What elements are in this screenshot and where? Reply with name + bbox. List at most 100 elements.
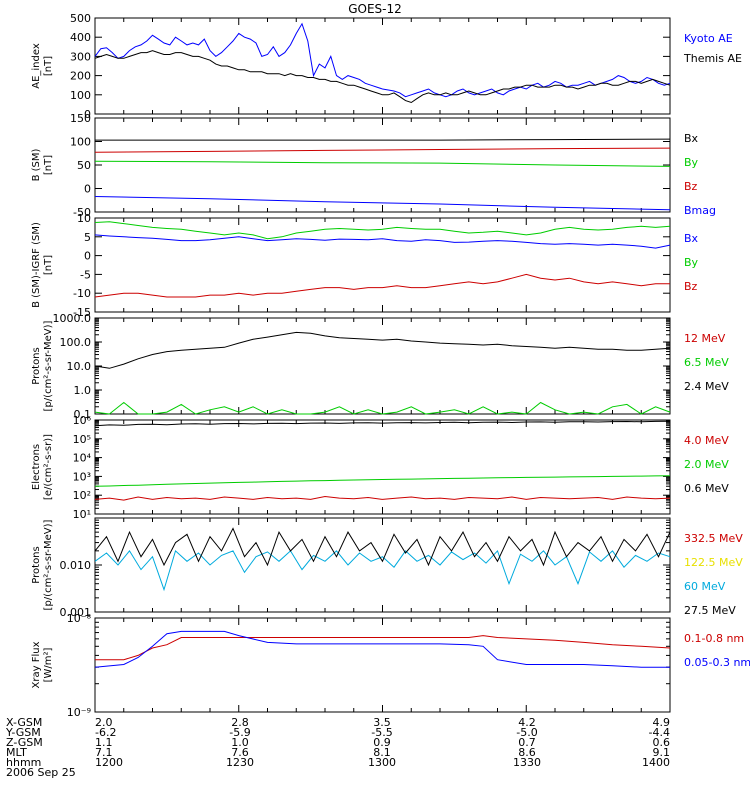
y-axis-label-line: AE_index (31, 43, 42, 89)
orbit-value: 8.1 (373, 746, 391, 759)
orbit-value: 1300 (368, 756, 396, 769)
legend-label: Bx (684, 132, 699, 145)
series-line-0-1-0-8-nm (95, 635, 671, 661)
y-tick-label: 10³ (73, 470, 91, 483)
series-line-27-5-mev (94, 527, 671, 567)
y-tick-label: 0 (84, 183, 91, 196)
orbit-row-label: X-GSM (6, 716, 42, 729)
legend-label: 2.0 MeV (684, 458, 729, 471)
series-line-2-0-mev (94, 475, 671, 487)
y-tick-label: 0.1 (74, 408, 92, 421)
legend-label: 0.05-0.3 nm (684, 656, 750, 669)
legend-label: 332.5 MeV (684, 532, 743, 545)
series-line-6-5-mev (94, 401, 671, 415)
series-line-4-0-mev (94, 495, 671, 501)
legend-label: 60 MeV (684, 580, 726, 593)
series-line-bx (94, 234, 671, 249)
y-tick-label: 10 (77, 212, 91, 225)
y-tick-label: 0.001 (60, 606, 92, 619)
y-axis-label-line: B (SM)-IGRF (SM) (31, 222, 42, 308)
legend-label: Bz (684, 280, 698, 293)
y-tick-label: 400 (70, 31, 91, 44)
panel-xray: 10⁻⁹ 10⁻⁸ Xray Flux[W/m²] 0.1-0.8 nm 0.05-0.… (31, 612, 750, 719)
orbit-value: 0.7 (518, 736, 536, 749)
orbit-value: 1330 (513, 756, 541, 769)
orbit-row-label: MLT (6, 746, 27, 759)
y-tick-label: 1000.0 (53, 312, 92, 325)
orbit-value: 0.6 (653, 736, 671, 749)
y-tick-label: -5 (80, 268, 91, 281)
orbit-value: -5.0 (516, 726, 537, 739)
legend-label: 6.5 MeV (684, 356, 729, 369)
y-tick-label: 10¹ (73, 508, 91, 521)
orbit-value: 8.6 (518, 746, 536, 759)
y-axis-label: Protons[p/(cm²-s-sr-MeV)] (31, 320, 54, 411)
y-tick-label: 10⁻⁸ (67, 612, 92, 625)
y-axis-label-line: [p/(cm²-s-sr-MeV)] (43, 519, 54, 610)
y-tick-label: 10.0 (67, 360, 92, 373)
legend-label: 0.1-0.8 nm (684, 632, 744, 645)
legend-label: 0.6 MeV (684, 482, 729, 495)
legend-label: Bx (684, 232, 699, 245)
orbit-value: 1230 (226, 756, 254, 769)
y-tick-label: 10⁵ (73, 433, 91, 446)
orbit-row-label: Y-GSM (5, 726, 41, 739)
orbit-value: -4.4 (649, 726, 670, 739)
y-tick-label: 100 (70, 89, 91, 102)
series-line-themis-ae (94, 50, 671, 104)
y-tick-label: 50 (77, 159, 91, 172)
orbit-row-label: 2006 Sep 25 (6, 766, 76, 779)
y-tick-label: 10⁶ (73, 414, 92, 427)
y-tick-label: 1.0 (74, 384, 92, 397)
y-tick-label: 10⁻⁹ (67, 706, 91, 719)
y-axis-label-line: [p/(cm²-s-sr-MeV)] (43, 320, 54, 411)
y-tick-label: 0.010 (60, 559, 92, 572)
orbit-value: 0.9 (373, 736, 391, 749)
panel-frame (94, 517, 671, 613)
legend-label: Kyoto AE (684, 32, 733, 45)
orbit-value: 9.1 (653, 746, 671, 759)
y-tick-label: 100.0 (60, 336, 92, 349)
y-axis-label: Electrons[e/(cm²-s-sr)] (31, 434, 54, 500)
orbit-row-label: Z-GSM (6, 736, 43, 749)
orbit-row-label: hhmm (6, 756, 41, 769)
legend-label: 27.5 MeV (684, 604, 736, 617)
series-line-0-05-0-3-nm (94, 630, 670, 668)
y-tick-label: 10² (73, 489, 91, 502)
orbit-value: 4.9 (653, 716, 671, 729)
panel-frame (94, 317, 671, 415)
legend-label: By (684, 256, 699, 269)
orbit-value: 2.8 (231, 716, 249, 729)
panel-ae: 0 100 200 300 400 500 AE_index[nT] Kyoto AE Them… (31, 12, 742, 121)
y-axis-label-line: Electrons (31, 444, 42, 490)
series-line-2-4-mev (94, 331, 671, 369)
y-tick-label: 10⁴ (73, 452, 92, 465)
y-tick-label: -10 (73, 287, 91, 300)
legend-label: Themis AE (683, 52, 742, 65)
legend-label: Bz (684, 180, 698, 193)
legend-label: By (684, 156, 699, 169)
panel-frame (94, 17, 671, 115)
orbit-value: 7.1 (95, 746, 113, 759)
y-axis-label-line: [nT] (43, 255, 54, 275)
panel-b-sm-igrf: -15 -10 -5 0 5 10 B (SM)-IGRF (SM)[nT] Bx By Bz (31, 212, 699, 319)
y-axis-label-line: Protons (31, 347, 42, 384)
y-axis-label: AE_index[nT] (31, 43, 54, 89)
series-line-bx (95, 138, 671, 141)
series-line-60-mev (94, 549, 671, 592)
y-tick-label: 0 (84, 108, 91, 121)
orbit-value: -5.5 (371, 726, 392, 739)
y-axis-label: B (SM)-IGRF (SM)[nT] (31, 222, 54, 308)
orbit-value: -5.9 (229, 726, 250, 739)
y-axis-label: Protons[p/(cm²-s-sr-MeV)] (31, 519, 54, 610)
panel-b-sm: -50 0 50 100 150 B (SM)[nT] Bx By Bz Bmag (31, 112, 716, 219)
series-line-bz (94, 147, 671, 153)
panel-frame (94, 217, 671, 313)
series-line-by (94, 160, 671, 167)
series-line-kyoto-ae (94, 22, 671, 98)
y-axis-label-line: [e/(cm²-s-sr)] (43, 434, 54, 500)
series-line-bz (94, 273, 670, 298)
